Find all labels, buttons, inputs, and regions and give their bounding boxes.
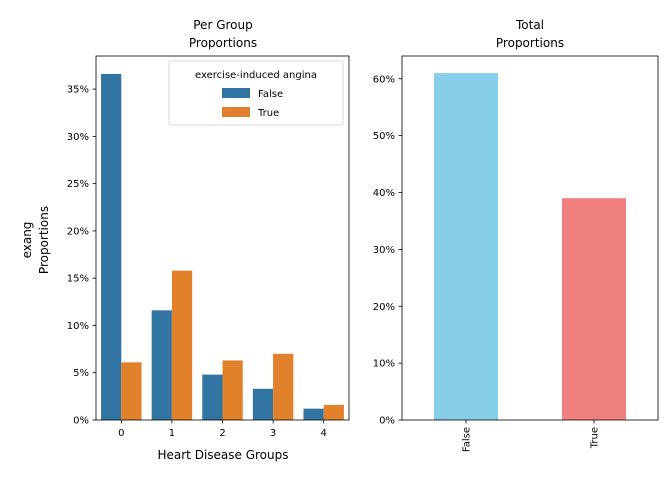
left-y-tick-label: 5% xyxy=(73,368,89,379)
x-tick-label-3: 3 xyxy=(270,428,276,439)
legend: exercise-induced angina False True xyxy=(168,60,344,126)
left-y-axis-label-line1: exang xyxy=(20,222,34,259)
x-tick-label-2: 2 xyxy=(219,428,225,439)
left-y-tick-label: 10% xyxy=(67,321,89,332)
left-x-ticks: 0 1 2 3 4 xyxy=(118,420,327,439)
right-x-tick-label-true: True xyxy=(590,427,601,449)
left-x-axis-label: Heart Disease Groups xyxy=(157,448,288,462)
legend-box xyxy=(168,60,344,126)
right-axes-frame xyxy=(401,55,659,421)
bar-true-group-2 xyxy=(222,360,243,420)
legend-label-false: False xyxy=(258,89,283,100)
bar-false-group-0 xyxy=(101,73,122,421)
bar-true-group-4 xyxy=(323,404,344,420)
left-y-tick-label: 25% xyxy=(67,179,89,190)
x-tick-label-0: 0 xyxy=(118,428,124,439)
right-title-line1: Total xyxy=(515,18,544,32)
x-tick-label-1: 1 xyxy=(169,428,175,439)
left-y-tick-label: 0% xyxy=(73,416,89,427)
left-y-tick-label: 20% xyxy=(67,226,89,237)
legend-label-true: True xyxy=(257,108,279,119)
left-bars xyxy=(101,73,344,421)
left-y-axis-label-line2: Proportions xyxy=(37,206,51,274)
legend-swatch-false xyxy=(222,88,250,98)
bar-false-group-4 xyxy=(303,408,324,420)
x-tick-label-4: 4 xyxy=(321,428,327,439)
left-y-tick-label: 35% xyxy=(67,85,89,96)
legend-swatch-true xyxy=(222,107,250,117)
right-y-tick-label: 60% xyxy=(373,74,395,85)
right-x-tick-label-false: False xyxy=(462,427,473,452)
left-y-tick-label: 15% xyxy=(67,274,89,285)
bar-false-group-2 xyxy=(202,374,223,420)
left-y-ticks: 0% 5% 10% 15% 20% 25% 30% 35% xyxy=(67,85,96,427)
bar-false-group-1 xyxy=(151,310,172,420)
bar-true-group-1 xyxy=(171,270,193,420)
left-title-line2: Proportions xyxy=(189,36,257,50)
left-axes-frame xyxy=(95,55,350,421)
right-title-line2: Proportions xyxy=(496,36,564,50)
bar-true-group-0 xyxy=(121,362,142,420)
left-title-line1: Per Group xyxy=(193,18,252,32)
right-bars xyxy=(434,73,626,420)
right-y-tick-label: 0% xyxy=(379,416,395,427)
bar-true-group-3 xyxy=(273,353,294,420)
right-y-tick-label: 10% xyxy=(373,359,395,370)
right-y-tick-label: 50% xyxy=(373,131,395,142)
legend-title: exercise-induced angina xyxy=(195,70,317,81)
bar-false-group-3 xyxy=(252,388,274,420)
total-chart: Total Proportions 0% 10% 20% 30% 40% 50% 60% F… xyxy=(373,18,659,452)
bar-total-true xyxy=(562,198,626,420)
left-y-tick-label: 30% xyxy=(67,132,89,143)
right-y-tick-label: 40% xyxy=(373,188,395,199)
right-y-tick-label: 20% xyxy=(373,302,395,313)
bar-total-false xyxy=(434,73,498,420)
right-y-ticks: 0% 10% 20% 30% 40% 50% 60% xyxy=(373,74,402,427)
per-group-chart: Per Group Proportions 0%5%10%15%20%25%30… xyxy=(20,18,350,462)
right-y-tick-label: 30% xyxy=(373,245,395,256)
right-x-ticks: False True xyxy=(462,420,601,452)
